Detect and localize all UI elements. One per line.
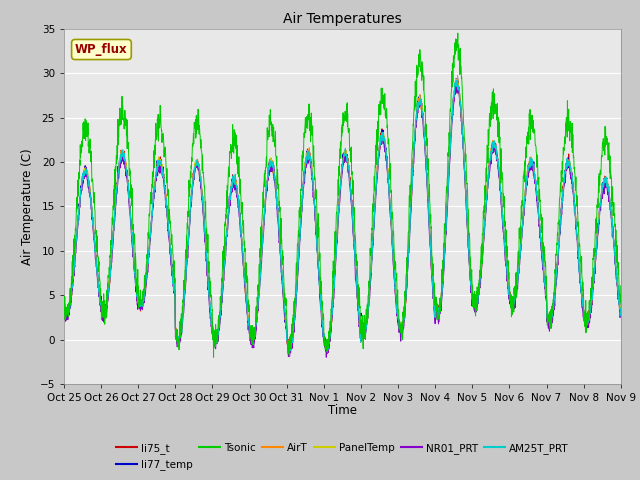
Y-axis label: Air Temperature (C): Air Temperature (C) bbox=[21, 148, 34, 264]
Title: Air Temperatures: Air Temperatures bbox=[283, 12, 402, 26]
X-axis label: Time: Time bbox=[328, 405, 357, 418]
Legend: li75_t, li77_temp, Tsonic, AirT, PanelTemp, NR01_PRT, AM25T_PRT: li75_t, li77_temp, Tsonic, AirT, PanelTe… bbox=[112, 439, 573, 474]
Text: WP_flux: WP_flux bbox=[75, 43, 128, 56]
